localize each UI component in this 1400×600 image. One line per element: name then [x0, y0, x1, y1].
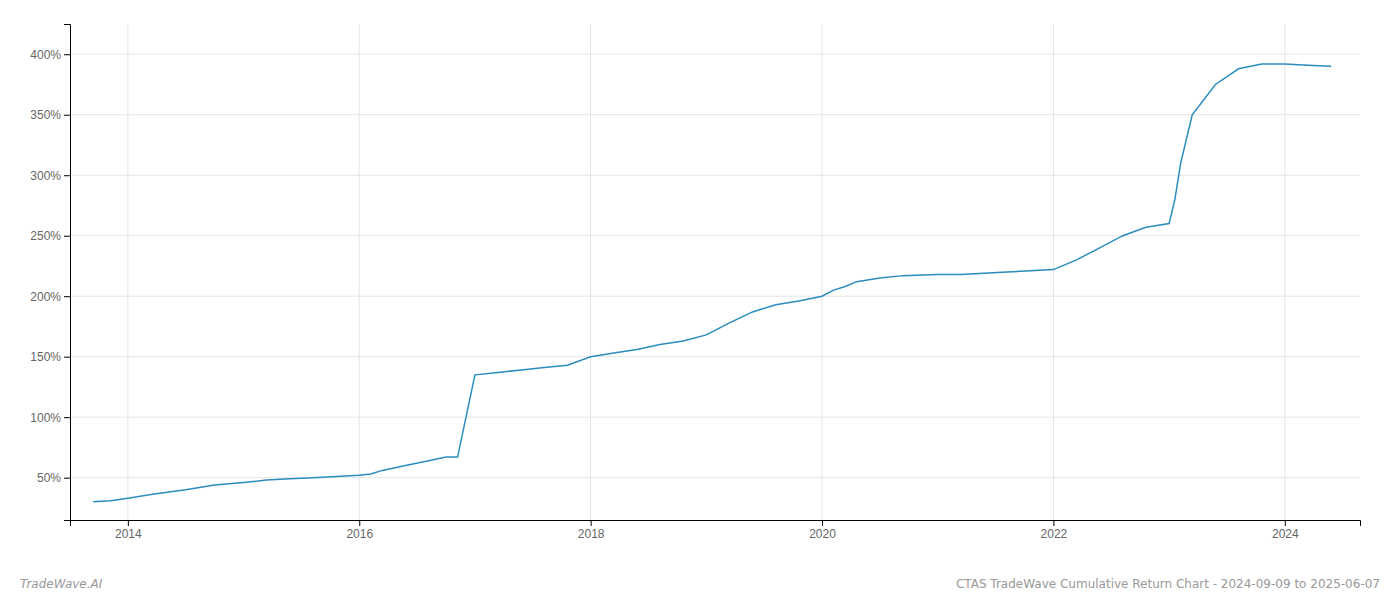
tick-label: 2020 — [809, 527, 836, 541]
x-axis: 2014 2016 2018 2020 2022 2024 — [71, 520, 1361, 541]
tick-mark — [64, 357, 70, 358]
grid-line-x — [1053, 24, 1054, 520]
tick: 2024 — [1272, 520, 1299, 541]
grid-line-y — [70, 114, 1360, 115]
tick-label: 350% — [30, 108, 61, 122]
line — [93, 64, 1331, 502]
grid-line-y — [70, 175, 1360, 176]
tick-label: 150% — [30, 350, 61, 364]
tick-mark — [64, 115, 70, 116]
series — [93, 64, 1331, 502]
tick-label: 300% — [30, 169, 61, 183]
tick-mark — [128, 520, 129, 526]
tick-mark — [1285, 520, 1286, 526]
tick-label: 50% — [37, 471, 61, 485]
tick: 100% — [30, 411, 70, 425]
y-axis: 50% 100% 150% 200% 250% 300% 350% 400% — [30, 25, 70, 521]
tick-label: 200% — [30, 290, 61, 304]
tick: 2018 — [578, 520, 605, 541]
grid-line-x — [822, 24, 823, 520]
grid-line-y — [70, 54, 1360, 55]
tick-label: 2018 — [578, 527, 605, 541]
tick-mark — [64, 236, 70, 237]
tick-mark — [64, 478, 70, 479]
tick-mark — [64, 417, 70, 418]
tick: 2020 — [809, 520, 836, 541]
tick-mark — [359, 520, 360, 526]
tick: 50% — [37, 471, 70, 485]
tick: 150% — [30, 350, 70, 364]
tick: 400% — [30, 48, 70, 62]
tick-label: 2024 — [1272, 527, 1299, 541]
tick: 350% — [30, 108, 70, 122]
title: CTAS TradeWave Cumulative Return Chart -… — [956, 577, 1380, 591]
tick-mark — [1053, 520, 1054, 526]
tick-mark — [591, 520, 592, 526]
axis-line — [71, 521, 1361, 527]
tick: 2016 — [346, 520, 373, 541]
tick-mark — [64, 296, 70, 297]
tick-label: 250% — [30, 229, 61, 243]
axis-line — [64, 25, 71, 521]
grid-line-y — [70, 296, 1360, 297]
tick-label: 100% — [30, 411, 61, 425]
tick: 300% — [30, 169, 70, 183]
tick-mark — [822, 520, 823, 526]
grid-line-x — [359, 24, 360, 520]
tick-mark — [64, 54, 70, 55]
watermark: TradeWave.AI — [20, 577, 103, 591]
chart: 2014 2016 2018 2020 2022 2024 50% 100% 150% 200% 2… — [0, 0, 1400, 600]
page: {"chart_data": {"type": "line", "title":… — [0, 0, 1400, 600]
tick-mark — [64, 175, 70, 176]
grid — [70, 24, 1360, 520]
grid-line-y — [70, 235, 1360, 236]
tick-label: 2016 — [346, 527, 373, 541]
tick: 200% — [30, 290, 70, 304]
grid-line-y — [70, 417, 1360, 418]
grid-line-y — [70, 477, 1360, 478]
tick-label: 2014 — [115, 527, 142, 541]
tick: 250% — [30, 229, 70, 243]
tick: 2014 — [115, 520, 142, 541]
grid-line-x — [590, 24, 591, 520]
tick: 2022 — [1041, 520, 1068, 541]
tick-label: 2022 — [1041, 527, 1068, 541]
tick-label: 400% — [30, 48, 61, 62]
grid-line-x — [127, 24, 128, 520]
plot: 2014 2016 2018 2020 2022 2024 50% 100% 150% 200% 2… — [30, 24, 1360, 541]
grid-line-x — [1284, 24, 1285, 520]
grid-line-y — [70, 356, 1360, 357]
